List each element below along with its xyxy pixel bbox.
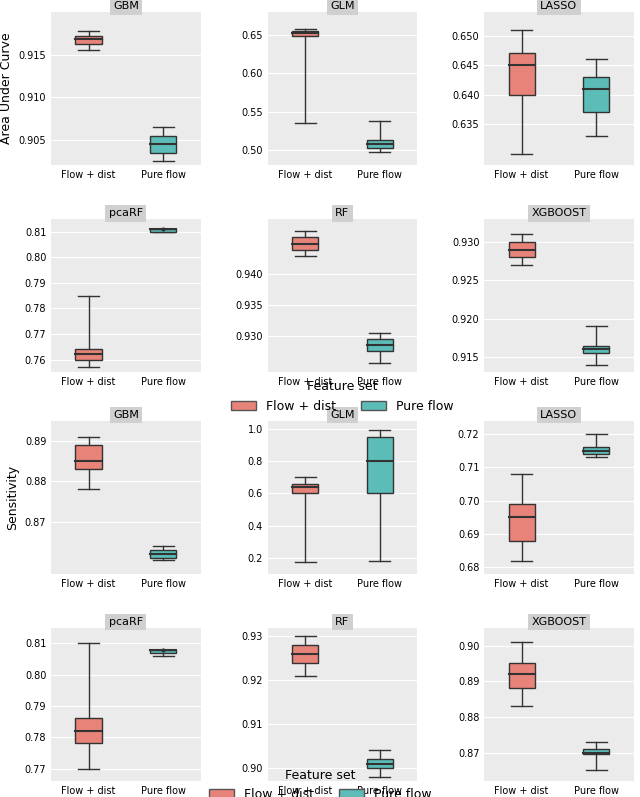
Title: pcaRF: pcaRF bbox=[109, 208, 143, 218]
FancyBboxPatch shape bbox=[509, 663, 534, 689]
FancyBboxPatch shape bbox=[76, 349, 102, 359]
Legend: Flow + dist, Pure flow: Flow + dist, Pure flow bbox=[226, 375, 459, 418]
Legend: Flow + dist, Pure flow: Flow + dist, Pure flow bbox=[204, 764, 436, 797]
FancyBboxPatch shape bbox=[367, 339, 393, 351]
Title: GBM: GBM bbox=[113, 1, 139, 11]
FancyBboxPatch shape bbox=[509, 242, 534, 257]
FancyBboxPatch shape bbox=[150, 650, 176, 653]
FancyBboxPatch shape bbox=[509, 53, 534, 95]
Title: LASSO: LASSO bbox=[540, 410, 577, 420]
FancyBboxPatch shape bbox=[583, 77, 609, 112]
FancyBboxPatch shape bbox=[76, 718, 102, 744]
FancyBboxPatch shape bbox=[292, 31, 318, 37]
FancyBboxPatch shape bbox=[583, 346, 609, 353]
FancyBboxPatch shape bbox=[583, 447, 609, 454]
Y-axis label: Area Under Curve: Area Under Curve bbox=[0, 33, 13, 144]
Title: GLM: GLM bbox=[330, 410, 355, 420]
Title: RF: RF bbox=[335, 617, 349, 627]
FancyBboxPatch shape bbox=[150, 135, 176, 152]
Title: XGBOOST: XGBOOST bbox=[531, 617, 586, 627]
Title: GBM: GBM bbox=[113, 410, 139, 420]
FancyBboxPatch shape bbox=[150, 230, 176, 232]
Y-axis label: Sensitivity: Sensitivity bbox=[6, 465, 19, 530]
Title: RF: RF bbox=[335, 208, 349, 218]
Title: LASSO: LASSO bbox=[540, 1, 577, 11]
FancyBboxPatch shape bbox=[367, 437, 393, 493]
FancyBboxPatch shape bbox=[367, 760, 393, 768]
FancyBboxPatch shape bbox=[292, 646, 318, 663]
FancyBboxPatch shape bbox=[76, 36, 102, 45]
Title: GLM: GLM bbox=[330, 1, 355, 11]
FancyBboxPatch shape bbox=[76, 445, 102, 469]
Title: pcaRF: pcaRF bbox=[109, 617, 143, 627]
FancyBboxPatch shape bbox=[150, 550, 176, 558]
FancyBboxPatch shape bbox=[292, 484, 318, 493]
FancyBboxPatch shape bbox=[367, 140, 393, 147]
FancyBboxPatch shape bbox=[509, 504, 534, 540]
FancyBboxPatch shape bbox=[583, 749, 609, 754]
Title: XGBOOST: XGBOOST bbox=[531, 208, 586, 218]
FancyBboxPatch shape bbox=[292, 238, 318, 249]
